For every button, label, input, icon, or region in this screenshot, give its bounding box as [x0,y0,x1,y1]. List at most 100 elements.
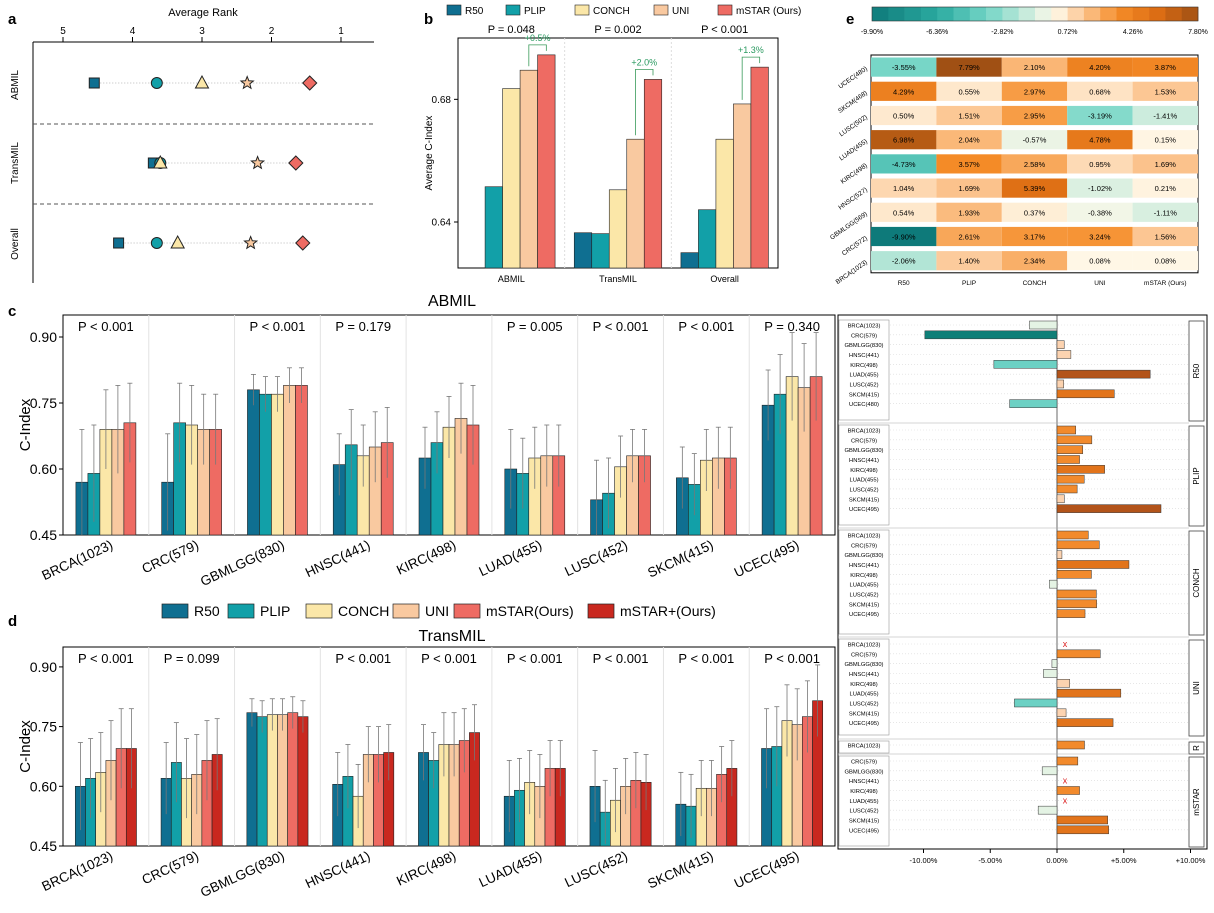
legend-swatch [227,603,255,619]
bar-row-label: GBMLGG(830) [845,662,884,668]
panel-d: d TransMIL 0.45 0.60 0.75 0.90 C-Index P < 0.00… [8,613,836,900]
heatmap-cell [1001,226,1068,247]
rank-tick-label: 3 [199,26,205,37]
heatmap-value: 0.08% [1155,257,1177,266]
colorbar-cell [953,7,971,21]
x-tick-label: GBMLGG(830) [198,537,287,589]
bar-row-label: GBMLGG(830) [845,343,884,349]
x-tick-label: LUSC(452) [562,537,630,579]
p-value: P < 0.001 [593,651,649,666]
heatmap-value: -1.41% [1153,112,1177,121]
section-box [1188,530,1205,636]
bar-row-label: HNSC(441) [849,353,879,359]
y-tick-label: 0.60 [30,778,57,794]
legend-swatch [453,603,481,619]
colorbar-cell [1181,7,1199,21]
section-label: PLIP [1192,467,1201,484]
panel-b: b R50 PLIP CONCH UNI mSTAR (Ours) 0.64 0.68 Aver… [424,4,801,284]
heatmap-cell [1132,57,1198,77]
x-tick-label: TransMIL [599,274,637,284]
heatmap-row-label: UCEC(480) [837,65,869,90]
x-tick-label: -10.00% [910,856,938,865]
p-value: P < 0.001 [78,651,134,666]
delta-bar [1056,484,1078,494]
avg-cindex-bar [715,138,734,269]
y-tick-label: 0.90 [30,329,57,345]
rank-axis-title: Average Rank [168,7,238,19]
legend-swatch [574,4,590,16]
rank-marker-diamond [295,235,311,251]
missing-mark: x [1063,639,1068,649]
x-tick-label: UCEC(495) [732,848,802,891]
colorbar-cell [904,7,922,21]
p-value: P = 0.340 [764,319,820,334]
legend-swatch [717,4,733,16]
x-tick-label: Overall [710,274,739,284]
avg-cindex-bar [750,66,769,269]
delta-bar [1049,579,1058,589]
heatmap-value: 0.21% [1155,184,1177,193]
section-box [1188,741,1205,755]
rank-group-label: TransMIL [10,142,21,184]
colorbar-cell [986,7,1003,21]
delta-bar [1041,766,1058,776]
y-axis-label: Average C-Index [424,116,435,191]
heatmap-value: -3.19% [1088,112,1112,121]
x-tick-label: LUSC(452) [562,848,630,890]
avg-cindex-bar [680,252,699,269]
delta-bar [1056,786,1080,795]
legend-label: R50 [465,6,484,17]
rank-marker-diamond [302,75,318,91]
bar-row-label: BRCA(1023) [848,643,881,649]
heatmap-value: 2.61% [958,233,980,242]
p-value: P < 0.001 [78,319,134,334]
bar-row-label: CRC(579) [851,760,877,766]
p-value: P < 0.001 [764,651,820,666]
delta-bar [1056,530,1089,540]
bar-row-label: LUSC(452) [850,487,879,493]
heatmap-cell [936,105,1002,126]
bar-row-label: CRC(579) [851,333,877,339]
colorbar-cell [1165,7,1182,21]
heatmap-value: 0.08% [1089,257,1111,266]
legend-swatch [305,603,333,619]
heatmap-value: 0.68% [1089,87,1111,96]
missing-mark: x [1063,795,1068,805]
bar-row-label: GBMLGG(830) [845,553,884,559]
bar-row-label: UCEC(495) [849,721,879,727]
cindex-bar [246,712,258,847]
delta-bar [1056,815,1108,825]
heatmap-cell [1132,154,1198,174]
label-box [838,755,890,847]
heatmap-cell [871,105,937,126]
cindex-bar [297,716,309,847]
heatmap-cell [871,178,937,198]
heatmap-value: -9.90% [892,233,916,242]
delta-bar [924,330,1058,340]
bar-row-label: SKCM(415) [849,711,879,717]
colorbar-cell [1100,7,1117,21]
heatmap-cell [1001,105,1068,126]
legend-label: PLIP [524,6,546,17]
heatmap-cell [936,251,1002,271]
bar-row-label: BRCA(1023) [848,534,881,540]
heatmap-cell [1132,105,1198,126]
delta-bar [1056,550,1063,559]
p-value: P < 0.001 [421,651,477,666]
heatmap-cell [936,226,1002,247]
panel-b-label: b [424,11,433,28]
cindex-bar [287,712,299,847]
cindex-bar [259,393,272,536]
x-tick-label: SKCM(415) [645,537,715,580]
colorbar-frame [871,6,1199,22]
heatmap-value: -0.38% [1088,208,1112,217]
label-box [838,424,890,526]
heatmap-value: 1.56% [1155,233,1177,242]
delta-bar [1056,718,1114,727]
heatmap-value: 0.37% [1024,208,1046,217]
p-value: P = 0.179 [335,319,391,334]
p-value: P < 0.001 [593,319,649,334]
bar-row-label: LUAD(455) [850,478,879,484]
x-tick-label: LUAD(455) [477,848,545,890]
panel-a-label: a [8,11,17,28]
